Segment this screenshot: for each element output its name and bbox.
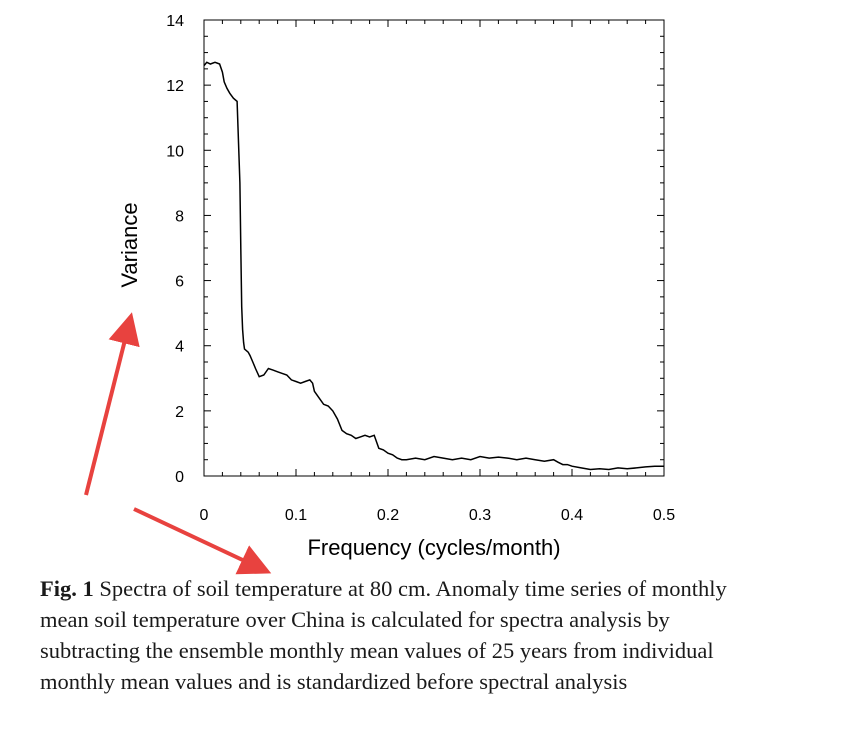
y-tick-labels: 0 2 4 6 8 10 12 14 — [166, 13, 184, 486]
x-axis-title: Frequency (cycles/month) — [307, 535, 560, 560]
y-tick-label: 10 — [166, 143, 184, 160]
red-arrow-to-caption — [133, 507, 272, 575]
y-axis-title: Variance — [117, 202, 142, 287]
y-tick-label: 0 — [175, 469, 184, 486]
x-tick-label: 0.4 — [561, 507, 583, 524]
y-tick-label: 2 — [175, 404, 184, 421]
y-tick-label: 6 — [175, 274, 184, 291]
y-tick-label: 4 — [175, 339, 184, 356]
caption-label: Fig. 1 — [40, 576, 94, 601]
x-tick-label: 0 — [200, 507, 209, 524]
spectra-chart: 0 0.1 0.2 0.3 0.4 0.5 0 2 4 6 8 10 12 14 Frequency (… — [84, 13, 676, 575]
x-tick-label: 0.2 — [377, 507, 399, 524]
y-tick-label: 8 — [175, 208, 184, 225]
caption-text: Spectra of soil temperature at 80 cm. An… — [40, 576, 727, 694]
axis-ticks — [203, 19, 665, 477]
y-tick-label: 12 — [166, 78, 184, 95]
x-tick-label: 0.3 — [469, 507, 491, 524]
red-arrow-to-ylabel — [84, 312, 140, 496]
plot-frame — [203, 19, 665, 477]
figure-caption: Fig. 1 Spectra of soil temperature at 80… — [40, 573, 765, 697]
x-tick-label: 0.1 — [285, 507, 307, 524]
x-tick-labels: 0 0.1 0.2 0.3 0.4 0.5 — [200, 507, 676, 524]
x-tick-label: 0.5 — [653, 507, 675, 524]
variance-line — [203, 61, 664, 471]
y-tick-label: 14 — [166, 13, 184, 30]
